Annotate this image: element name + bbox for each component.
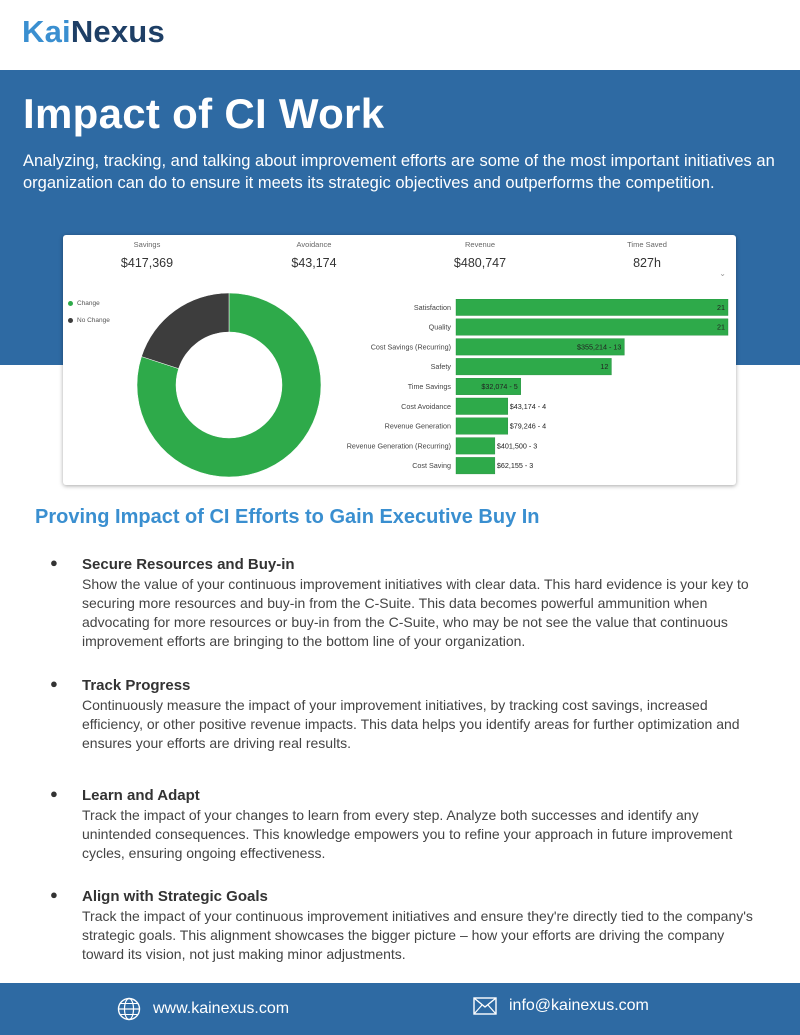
list-item-secure-resources: ● Secure Resources and Buy-in Show the v… — [50, 555, 770, 651]
legend-label-no-change: No Change — [77, 317, 110, 324]
list-item-track-progress: ● Track Progress Continuously measure th… — [50, 676, 770, 753]
legend-swatch-change — [68, 301, 73, 306]
list-item-learn-adapt: ● Learn and Adapt Track the impact of yo… — [50, 786, 770, 863]
bar-cost-avoidance — [455, 397, 509, 415]
item-text: Track the impact of your changes to lear… — [82, 807, 733, 861]
bar-category-label: Revenue Generation (Recurring) — [347, 441, 451, 450]
bar-revenue-generation — [455, 417, 509, 435]
footer: www.kainexus.com info@kainexus.com — [0, 983, 800, 1035]
bar-data-label: 21 — [717, 303, 725, 312]
donut-slice-change — [136, 292, 322, 478]
bar-revenue-generation-recurring — [455, 437, 496, 455]
bullet-icon: ● — [50, 786, 58, 801]
kpi-value: 827h — [633, 256, 661, 270]
bullet-icon: ● — [50, 555, 58, 570]
envelope-icon — [473, 997, 497, 1015]
kpi-label: Revenue — [464, 240, 496, 249]
kpi-revenue: Revenue $480,747 — [425, 240, 535, 270]
bar-data-label: 21 — [717, 323, 725, 332]
item-text: Track the impact of your continuous impr… — [82, 908, 753, 962]
footer-website[interactable]: www.kainexus.com — [117, 997, 289, 1021]
bullet-icon: ● — [50, 887, 58, 902]
bar-category-label: Revenue Generation — [385, 422, 451, 431]
item-text: Show the value of your continuous improv… — [82, 576, 749, 649]
donut-legend: Change No Change — [68, 295, 110, 329]
kpi-savings: Savings $417,369 — [92, 240, 202, 270]
horizontal-bar-chart: Satisfaction 21 Quality 21 Cost Savings (Rec… — [347, 299, 729, 475]
legend-label-change: Change — [77, 300, 100, 307]
bar-category-label: Time Savings — [408, 382, 452, 391]
bar-satisfaction — [455, 299, 729, 316]
kpi-avoidance: Avoidance $43,174 — [259, 240, 369, 270]
donut-chart — [136, 292, 322, 478]
bar-data-label: $32,074 - 5 — [481, 382, 517, 391]
bar-data-label: $43,174 - 4 — [510, 402, 546, 411]
kainexus-logo: KaiNexus — [22, 14, 165, 50]
kpi-value: $43,174 — [291, 256, 337, 270]
bar-category-label: Safety — [431, 362, 452, 371]
kpi-label: Savings — [133, 240, 161, 249]
email-link[interactable]: info@kainexus.com — [509, 997, 649, 1014]
kpi-value: $480,747 — [453, 256, 507, 270]
bar-quality — [455, 318, 729, 336]
kpi-value: $417,369 — [120, 256, 174, 270]
donut-slice-no-change — [141, 292, 230, 369]
website-link[interactable]: www.kainexus.com — [153, 1000, 290, 1017]
item-title: Track Progress — [82, 677, 191, 694]
bar-data-label: $62,155 - 3 — [497, 461, 533, 470]
kpi-time-saved: Time Saved 827h — [592, 240, 702, 270]
item-text: Continuously measure the impact of your … — [82, 697, 740, 751]
kpi-label: Avoidance — [296, 240, 332, 249]
hero-description: Analyzing, tracking, and talking about i… — [23, 152, 775, 192]
bar-category-label: Quality — [429, 323, 452, 332]
bar-category-label: Satisfaction — [414, 303, 451, 312]
impact-dashboard: Savings $417,369 Avoidance $43,174 Reven… — [63, 235, 736, 485]
globe-icon — [117, 997, 141, 1021]
bar-safety — [455, 358, 612, 376]
bullet-icon: ● — [50, 676, 58, 691]
legend-swatch-no-change — [68, 318, 73, 323]
kpi-label: Time Saved — [627, 240, 667, 249]
section-heading: Proving Impact of CI Efforts to Gain Exe… — [35, 506, 540, 528]
page-title: Impact of CI Work — [23, 90, 385, 137]
bar-category-label: Cost Avoidance — [401, 402, 451, 411]
bar-cost-savings-recurring — [455, 338, 625, 356]
bar-time-savings — [455, 377, 521, 395]
list-item-align-goals: ● Align with Strategic Goals Track the i… — [50, 887, 770, 964]
chevron-down-icon[interactable]: ⌄ — [719, 269, 726, 278]
legend-item-change: Change — [68, 295, 110, 312]
footer-email[interactable]: info@kainexus.com — [473, 997, 649, 1015]
bar-data-label: $355,214 - 13 — [577, 342, 621, 351]
bar-data-label: $401,500 - 3 — [497, 441, 537, 450]
item-title: Secure Resources and Buy-in — [82, 556, 295, 573]
bar-data-label: $79,246 - 4 — [510, 422, 546, 431]
legend-item-no-change: No Change — [68, 312, 110, 329]
bar-category-label: Cost Saving — [412, 461, 451, 470]
item-title: Learn and Adapt — [82, 787, 200, 804]
logo-part-nexus: Nexus — [70, 14, 165, 49]
logo-part-kai: Kai — [22, 14, 71, 49]
bar-category-label: Cost Savings (Recurring) — [371, 342, 451, 351]
item-title: Align with Strategic Goals — [82, 888, 268, 905]
bar-cost-saving — [455, 457, 496, 475]
bar-data-label: 12 — [600, 362, 608, 371]
